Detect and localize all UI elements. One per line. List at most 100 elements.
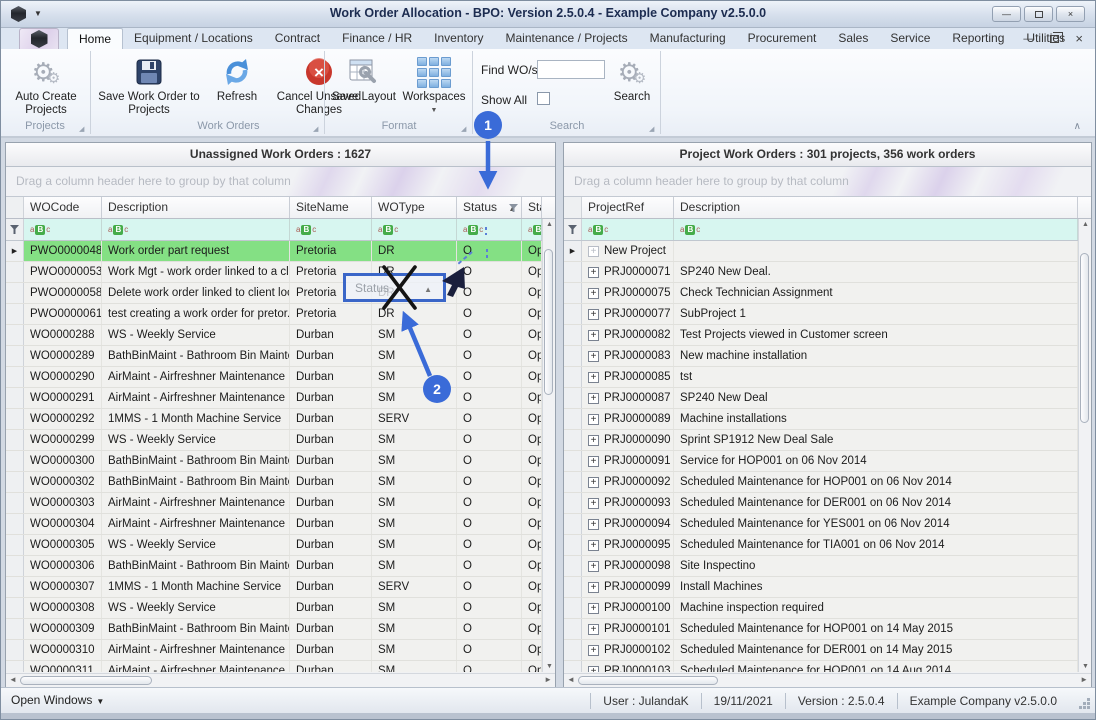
workspaces-button[interactable]: Workspaces ▼ xyxy=(399,53,469,117)
column-header-status[interactable]: Status ▲ xyxy=(457,197,522,218)
filter-cell[interactable]: aBc xyxy=(522,219,542,240)
expand-icon[interactable]: + xyxy=(588,392,599,404)
table-row[interactable]: ▶ PWO0000048 Work order part request Pre… xyxy=(6,241,542,262)
table-row[interactable]: ▶ WO0000307 1MMS - 1 Month Machine Servi… xyxy=(6,577,542,598)
ribbon-tab[interactable]: Finance / HR xyxy=(342,31,413,45)
expand-icon[interactable]: + xyxy=(588,560,599,572)
table-row[interactable]: ▶ WO0000292 1MMS - 1 Month Machine Servi… xyxy=(6,409,542,430)
maximize-button[interactable] xyxy=(1024,6,1053,22)
ribbon-tab[interactable]: Procurement xyxy=(747,31,817,45)
column-header-wotype[interactable]: WOType xyxy=(372,197,457,218)
table-row[interactable]: ▶ WO0000309 BathBinMaint - Bathroom Bin … xyxy=(6,619,542,640)
table-row[interactable]: ▶ +PRJ0000100 Machine inspection require… xyxy=(564,598,1078,619)
table-row[interactable]: ▶ WO0000290 AirMaint - Airfreshner Maint… xyxy=(6,367,542,388)
table-row[interactable]: ▶ +PRJ0000089 Machine installations xyxy=(564,409,1078,430)
table-row[interactable]: ▶ +PRJ0000083 New machine installation xyxy=(564,346,1078,367)
table-row[interactable]: ▶ PWO0000058 Delete work order linked to… xyxy=(6,283,542,304)
resize-grip[interactable] xyxy=(1079,698,1091,710)
table-row[interactable]: ▶ +PRJ0000087 SP240 New Deal xyxy=(564,388,1078,409)
dragged-column-header[interactable]: Status ▲ xyxy=(343,273,446,302)
dialog-launcher-icon[interactable]: ◢ xyxy=(649,126,655,133)
table-row[interactable]: ▶ WO0000304 AirMaint - Airfreshner Maint… xyxy=(6,514,542,535)
expand-icon[interactable]: + xyxy=(588,413,599,425)
table-row[interactable]: ▶ PWO0000061 test creating a work order … xyxy=(6,304,542,325)
table-row[interactable]: ▶ +PRJ0000099 Install Machines xyxy=(564,577,1078,598)
scrollbar-thumb[interactable] xyxy=(20,676,152,685)
table-row[interactable]: ▶ WO0000311 AirMaint - Airfreshner Maint… xyxy=(6,661,542,672)
ribbon-tab[interactable]: Sales xyxy=(838,31,869,45)
scrollbar-thumb[interactable] xyxy=(1080,253,1089,423)
scroll-right-icon[interactable]: ► xyxy=(1080,675,1088,684)
ribbon-tab[interactable]: Maintenance / Projects xyxy=(505,31,628,45)
mdi-restore-icon[interactable] xyxy=(1050,31,1064,43)
scroll-up-icon[interactable]: ▲ xyxy=(546,221,553,228)
collapse-ribbon-icon[interactable]: ∧ xyxy=(1073,121,1081,132)
open-windows-button[interactable]: Open Windows ▼ xyxy=(11,693,105,707)
dialog-launcher-icon[interactable]: ◢ xyxy=(313,126,319,133)
mdi-minimize-icon[interactable]: — xyxy=(1023,32,1035,45)
table-row[interactable]: ▶ WO0000303 AirMaint - Airfreshner Maint… xyxy=(6,493,542,514)
expand-icon[interactable]: + xyxy=(588,581,599,593)
scroll-up-icon[interactable]: ▲ xyxy=(1082,221,1089,228)
expand-icon[interactable]: + xyxy=(588,266,599,278)
table-row[interactable]: ▶ +PRJ0000093 Scheduled Maintenance for … xyxy=(564,493,1078,514)
table-row[interactable]: ▶ +PRJ0000071 SP240 New Deal. xyxy=(564,262,1078,283)
show-all-checkbox[interactable] xyxy=(537,92,550,105)
column-header-projectref[interactable]: ProjectRef xyxy=(582,197,674,218)
expand-icon[interactable]: + xyxy=(588,350,599,362)
ribbon-tab[interactable]: Service xyxy=(890,31,931,45)
scrollbar-thumb[interactable] xyxy=(578,676,718,685)
table-row[interactable]: ▶ +PRJ0000077 SubProject 1 xyxy=(564,304,1078,325)
expand-icon[interactable]: + xyxy=(588,455,599,467)
expand-icon[interactable]: + xyxy=(588,623,599,635)
refresh-button[interactable]: Refresh xyxy=(206,53,268,104)
scroll-right-icon[interactable]: ► xyxy=(544,675,552,684)
table-row[interactable]: ▶ +PRJ0000092 Scheduled Maintenance for … xyxy=(564,472,1078,493)
mdi-close-icon[interactable]: × xyxy=(1075,31,1083,46)
scroll-down-icon[interactable]: ▼ xyxy=(546,663,553,670)
table-row[interactable]: ▶ WO0000306 BathBinMaint - Bathroom Bin … xyxy=(6,556,542,577)
expand-icon[interactable]: + xyxy=(588,329,599,341)
minimize-button[interactable]: — xyxy=(992,6,1021,22)
ribbon-tab[interactable]: Manufacturing xyxy=(649,31,726,45)
expand-icon[interactable]: + xyxy=(588,644,599,656)
scroll-left-icon[interactable]: ◄ xyxy=(9,675,17,684)
table-row[interactable]: ▶ WO0000300 BathBinMaint - Bathroom Bin … xyxy=(6,451,542,472)
table-row[interactable]: ▶ WO0000299 WS - Weekly Service Durban S… xyxy=(6,430,542,451)
scrollbar-thumb[interactable] xyxy=(544,249,553,395)
scroll-down-icon[interactable]: ▼ xyxy=(1082,663,1089,670)
column-header-wocode[interactable]: WOCode xyxy=(24,197,102,218)
application-button[interactable] xyxy=(19,28,59,49)
horizontal-scrollbar[interactable]: ◄ ► xyxy=(6,673,555,687)
table-row[interactable]: ▶ +PRJ0000102 Scheduled Maintenance for … xyxy=(564,640,1078,661)
group-by-area[interactable]: Drag a column header here to group by th… xyxy=(6,167,555,197)
table-row[interactable]: ▶ + New Project xyxy=(564,241,1078,262)
find-wo-input[interactable] xyxy=(537,60,605,79)
ribbon-tab[interactable]: Home xyxy=(67,28,124,49)
table-row[interactable]: ▶ +PRJ0000098 Site Inspectino xyxy=(564,556,1078,577)
vertical-scrollbar[interactable]: ▲ ▼ xyxy=(1078,219,1091,672)
table-row[interactable]: ▶ +PRJ0000103 Scheduled Maintenance for … xyxy=(564,661,1078,672)
expand-icon[interactable]: + xyxy=(588,476,599,488)
column-header-description[interactable]: Description xyxy=(674,197,1078,218)
save-work-order-button[interactable]: Save Work Order to Projects xyxy=(96,53,202,117)
quick-access-dropdown-icon[interactable]: ▼ xyxy=(34,9,42,18)
auto-create-projects-button[interactable]: ⚙ ⚙ Auto Create Projects xyxy=(15,57,77,116)
filter-icon[interactable] xyxy=(509,204,518,213)
table-row[interactable]: ▶ +PRJ0000091 Service for HOP001 on 06 N… xyxy=(564,451,1078,472)
table-row[interactable]: ▶ +PRJ0000075 Check Technician Assignmen… xyxy=(564,283,1078,304)
table-row[interactable]: ▶ +PRJ0000082 Test Projects viewed in Cu… xyxy=(564,325,1078,346)
table-row[interactable]: ▶ WO0000310 AirMaint - Airfreshner Maint… xyxy=(6,640,542,661)
close-button[interactable]: × xyxy=(1056,6,1085,22)
expand-icon[interactable]: + xyxy=(588,245,599,257)
table-row[interactable]: ▶ WO0000291 AirMaint - Airfreshner Maint… xyxy=(6,388,542,409)
vertical-scrollbar[interactable]: ▲ ▼ xyxy=(542,219,555,672)
table-row[interactable]: ▶ WO0000305 WS - Weekly Service Durban S… xyxy=(6,535,542,556)
